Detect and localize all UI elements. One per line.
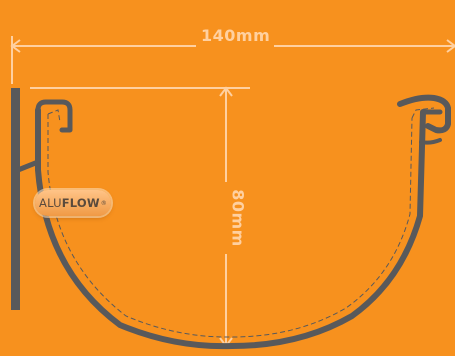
height-dimension-label: 80mm — [228, 189, 248, 247]
gutter-body — [15, 94, 451, 350]
aluflow-logo-badge: ALU FLOW ® — [35, 190, 111, 216]
inner-dashed-outline — [47, 107, 435, 338]
registered-mark: ® — [100, 199, 107, 207]
fascia-back-plate — [11, 88, 20, 310]
brand-suffix: FLOW — [61, 196, 100, 210]
width-dimension-label: 140mm — [201, 26, 271, 45]
width-dimension-line — [10, 36, 455, 84]
brand-prefix: ALU — [39, 196, 62, 210]
height-dimension-line — [30, 86, 250, 348]
